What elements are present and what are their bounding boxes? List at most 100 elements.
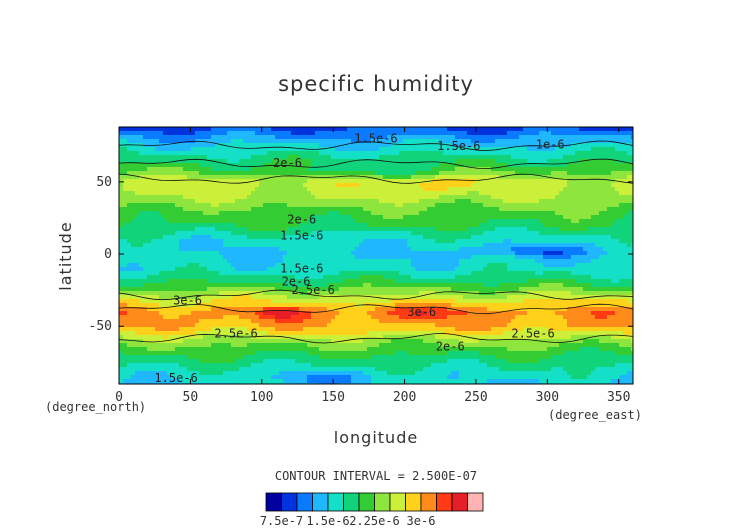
field-cell xyxy=(471,211,476,216)
field-cell xyxy=(163,175,168,180)
field-cell xyxy=(575,251,580,256)
field-cell xyxy=(327,219,332,224)
field-cell xyxy=(587,263,592,268)
field-cell xyxy=(479,231,484,236)
field-cell xyxy=(415,243,420,248)
field-cell xyxy=(315,223,320,228)
field-cell xyxy=(503,143,508,148)
field-cell xyxy=(231,223,236,228)
field-cell xyxy=(183,127,188,132)
field-cell xyxy=(271,155,276,160)
field-cell xyxy=(499,127,504,132)
field-cell xyxy=(231,251,236,256)
field-cell xyxy=(427,255,432,260)
field-cell xyxy=(131,279,136,284)
field-cell xyxy=(431,131,436,136)
field-cell xyxy=(487,135,492,140)
field-cell xyxy=(615,259,620,264)
field-cell xyxy=(459,179,464,184)
field-cell xyxy=(311,195,316,200)
field-cell xyxy=(599,267,604,272)
field-cell xyxy=(299,267,304,272)
field-cell xyxy=(227,163,232,168)
field-cell xyxy=(603,191,608,196)
field-cell xyxy=(471,135,476,140)
field-cell xyxy=(439,231,444,236)
field-cell xyxy=(219,239,224,244)
field-cell xyxy=(247,147,252,152)
field-cell xyxy=(319,187,324,192)
field-cell xyxy=(311,227,316,232)
field-cell xyxy=(311,131,316,136)
field-cell xyxy=(467,183,472,188)
field-cell xyxy=(123,243,128,248)
field-cell xyxy=(535,167,540,172)
field-cell xyxy=(511,131,516,136)
field-cell xyxy=(515,271,520,276)
field-cell xyxy=(299,147,304,152)
field-cell xyxy=(499,179,504,184)
field-cell xyxy=(487,275,492,280)
field-cell xyxy=(619,143,624,148)
field-cell xyxy=(143,223,148,228)
field-cell xyxy=(203,239,208,244)
field-cell xyxy=(215,231,220,236)
field-cell xyxy=(551,267,556,272)
field-cell xyxy=(335,223,340,228)
field-cell xyxy=(539,267,544,272)
field-cell xyxy=(247,159,252,164)
field-cell xyxy=(531,223,536,228)
field-cell xyxy=(423,171,428,176)
field-cell xyxy=(555,275,560,280)
field-cell xyxy=(319,227,324,232)
humidity-field xyxy=(119,127,633,384)
field-cell xyxy=(479,251,484,256)
field-cell xyxy=(567,195,572,200)
field-cell xyxy=(399,175,404,180)
field-cell xyxy=(231,183,236,188)
field-cell xyxy=(319,199,324,204)
field-cell xyxy=(335,187,340,192)
field-cell xyxy=(595,199,600,204)
field-cell xyxy=(295,175,300,180)
field-cell xyxy=(207,183,212,188)
field-cell xyxy=(167,207,172,212)
field-cell xyxy=(567,255,572,260)
field-cell xyxy=(287,183,292,188)
field-cell xyxy=(579,171,584,176)
field-cell xyxy=(343,179,348,184)
field-cell xyxy=(207,171,212,176)
field-cell xyxy=(295,135,300,140)
field-cell xyxy=(527,227,532,232)
field-cell xyxy=(287,155,292,160)
field-cell xyxy=(423,195,428,200)
field-cell xyxy=(319,155,324,160)
field-cell xyxy=(391,243,396,248)
field-cell xyxy=(251,263,256,268)
field-cell xyxy=(323,247,328,252)
field-cell xyxy=(295,187,300,192)
field-cell xyxy=(127,131,132,136)
field-cell xyxy=(623,179,628,184)
field-cell xyxy=(435,267,440,272)
field-cell xyxy=(419,175,424,180)
field-cell xyxy=(255,139,260,144)
field-cell xyxy=(207,143,212,148)
field-cell xyxy=(219,231,224,236)
field-cell xyxy=(471,139,476,144)
field-cell xyxy=(599,239,604,244)
field-cell xyxy=(359,135,364,140)
field-cell xyxy=(123,259,128,264)
field-cell xyxy=(551,231,556,236)
field-cell xyxy=(251,239,256,244)
field-cell xyxy=(239,143,244,148)
field-cell xyxy=(615,143,620,148)
field-cell xyxy=(303,203,308,208)
field-cell xyxy=(175,163,180,168)
field-cell xyxy=(403,267,408,272)
field-cell xyxy=(391,175,396,180)
field-cell xyxy=(523,235,528,240)
field-cell xyxy=(311,167,316,172)
field-cell xyxy=(483,231,488,236)
field-cell xyxy=(531,259,536,264)
